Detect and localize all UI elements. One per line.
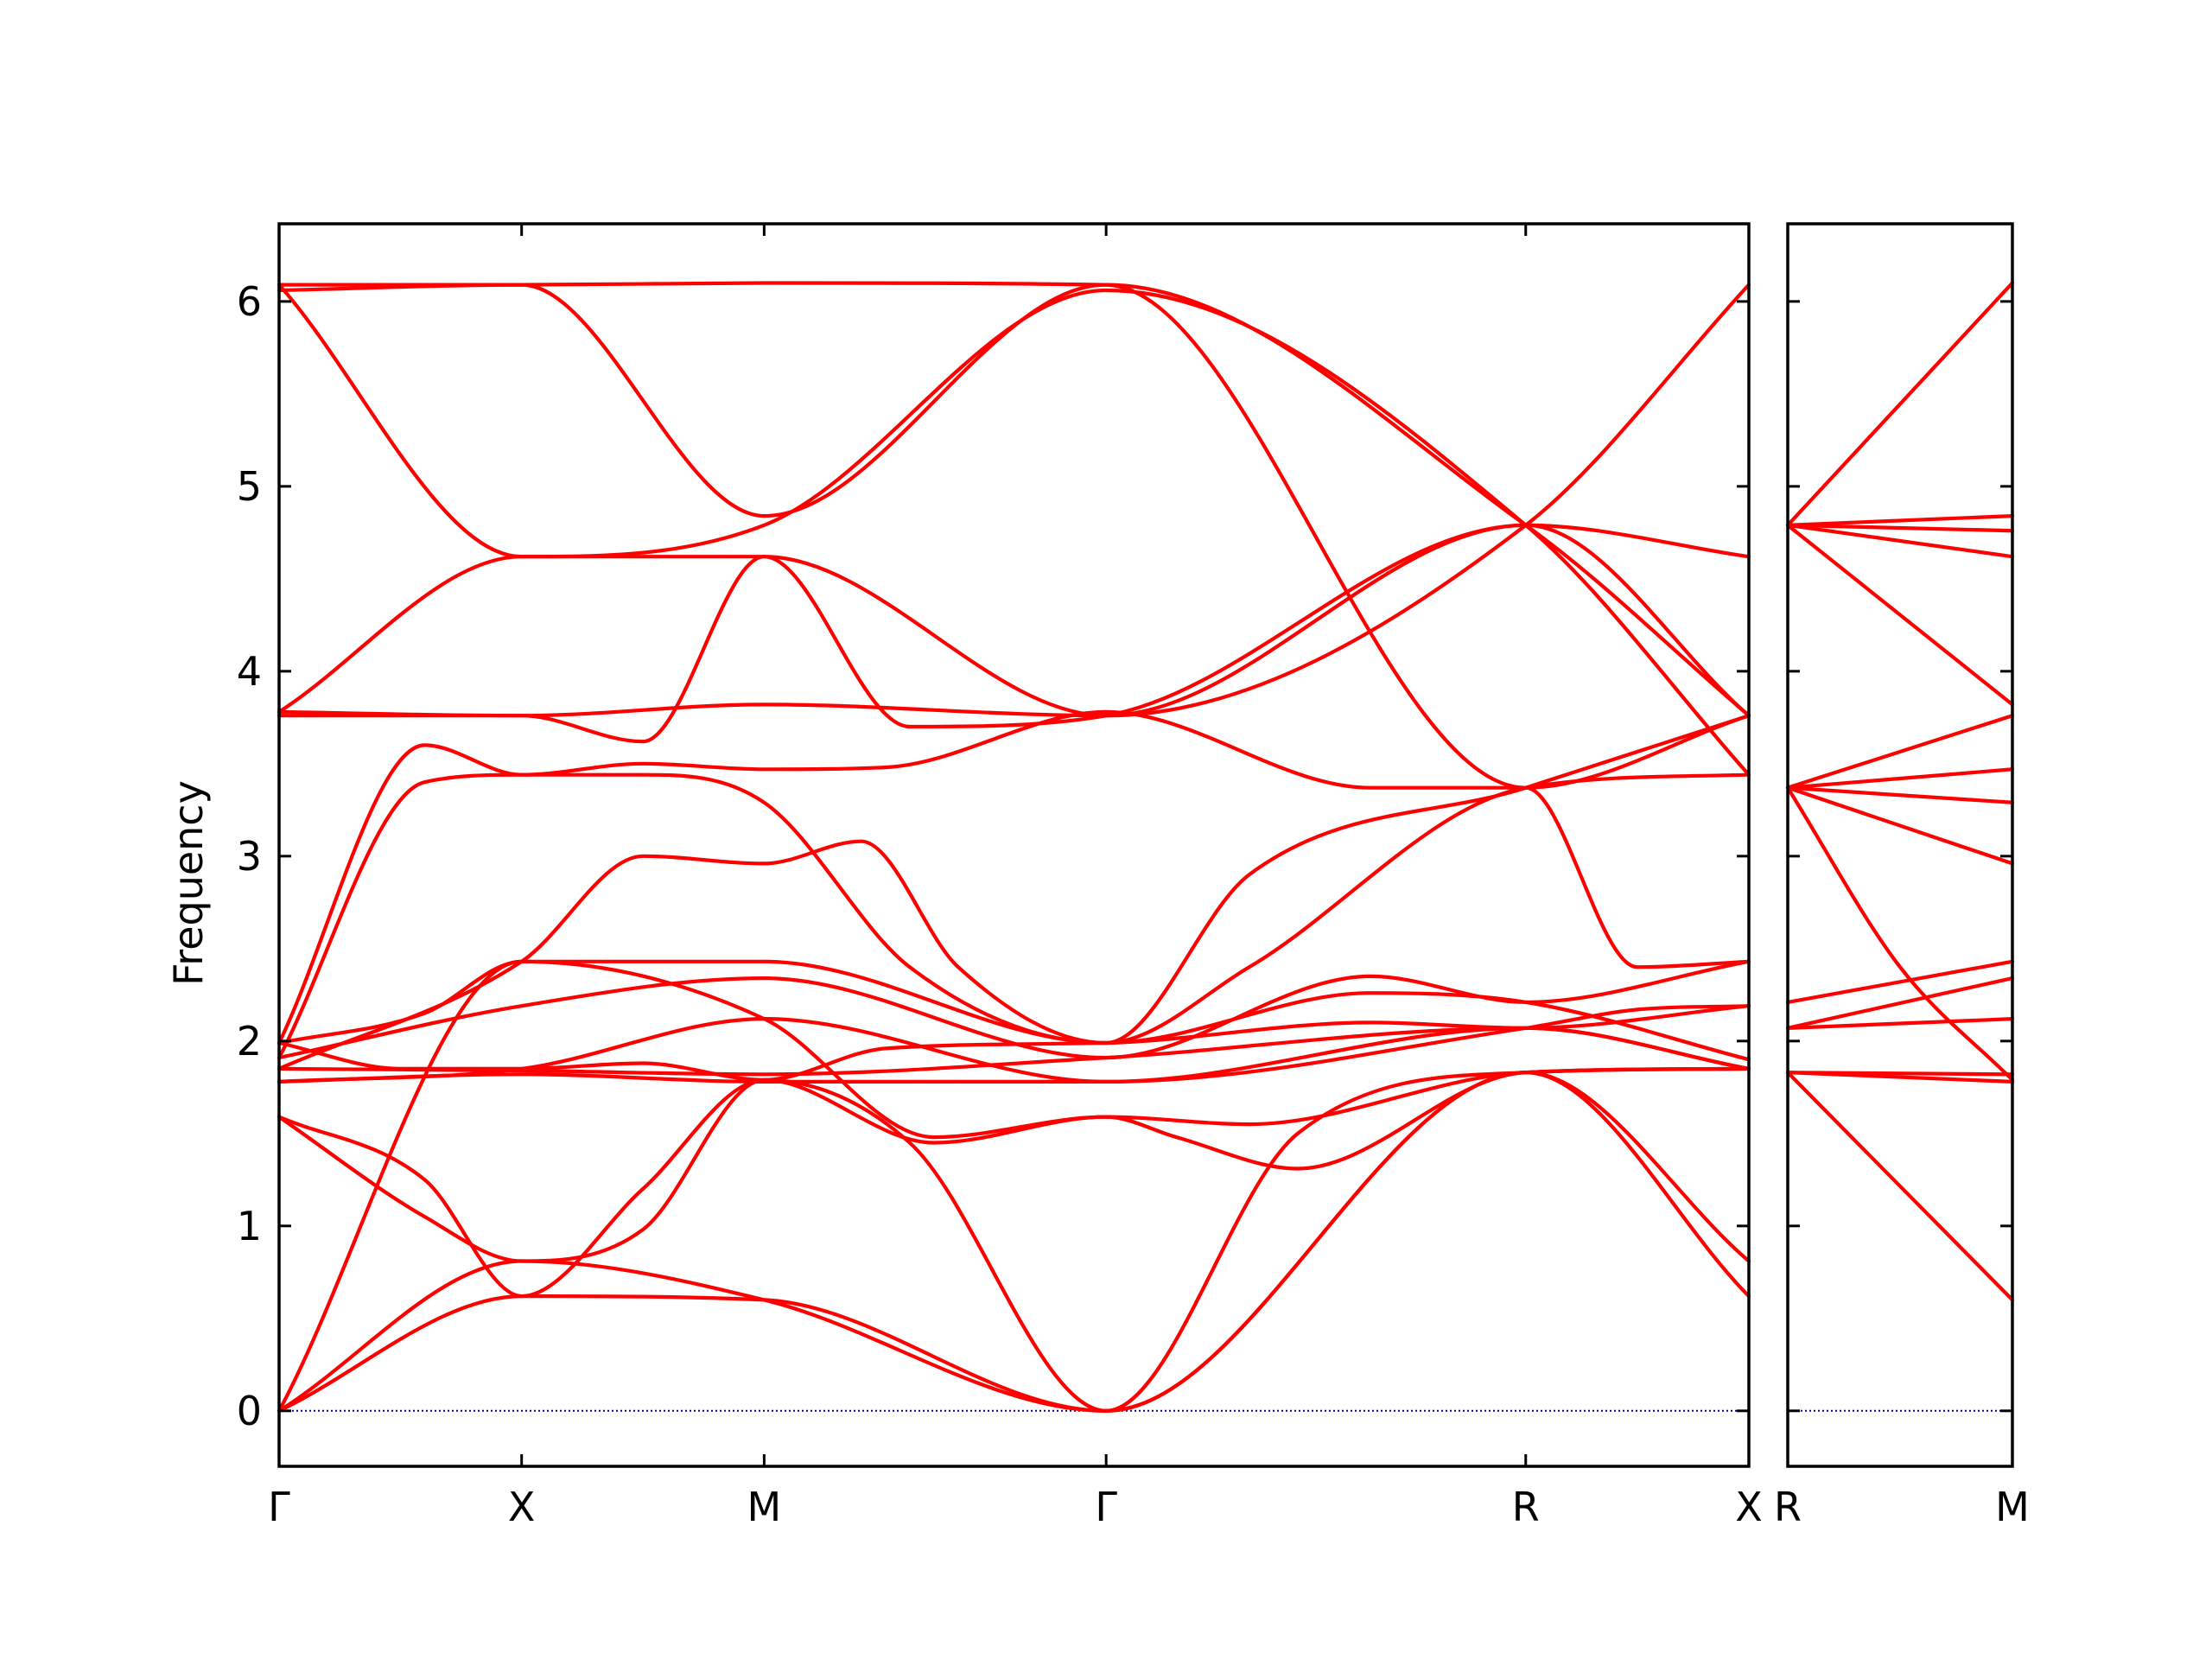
phonon-band-4 xyxy=(1785,523,2015,559)
phonon-band-5 xyxy=(1785,523,2015,707)
phonon-band-8 xyxy=(1785,785,2015,804)
y-tick-label: 0 xyxy=(237,1388,262,1434)
phonon-band-6 xyxy=(1785,714,2015,790)
plot-frame xyxy=(277,222,1751,1468)
phonon-band-15 xyxy=(276,283,1751,718)
x-tick-label: R xyxy=(1774,1484,1802,1530)
phonon-band-2 xyxy=(276,1071,1751,1413)
phonon-band-1 xyxy=(276,1071,1751,1413)
phonon-band-12 xyxy=(1785,976,2015,1030)
phonon-band-1 xyxy=(1785,281,2015,527)
phonon-band-2 xyxy=(1785,514,2015,527)
phonon-band-9 xyxy=(1785,785,2015,866)
main-path-panel: 0 1 2 3 4 5 6 Γ X M Γ R X xyxy=(237,222,1763,1530)
phonon-band-20 xyxy=(276,281,1751,790)
x-tick-label: X xyxy=(508,1484,536,1530)
y-tick-label: 2 xyxy=(237,1018,262,1065)
y-axis-label: Frequency xyxy=(165,780,212,986)
phonon-band-3 xyxy=(1785,523,2015,533)
y-tick-label: 5 xyxy=(237,463,262,510)
phonon-band-10 xyxy=(1785,785,2015,1082)
x-tick-label: X xyxy=(1735,1484,1763,1530)
phonon-band-12 xyxy=(276,772,1751,1060)
phonon-band-17 xyxy=(276,523,1751,729)
x-tick-label: Γ xyxy=(268,1484,290,1530)
phonon-band-7 xyxy=(1785,767,2015,790)
phonon-band-13 xyxy=(1785,1017,2015,1030)
y-tick-label: 3 xyxy=(237,833,262,880)
phonon-band-14 xyxy=(276,714,1751,1071)
phonon-band-19 xyxy=(276,283,1751,777)
phonon-band-5 xyxy=(276,959,1751,1413)
x-tick-label: Γ xyxy=(1095,1484,1117,1530)
x-tick-label: M xyxy=(747,1484,782,1530)
phonon-band-11 xyxy=(1785,959,2015,1004)
phonon-band-4 xyxy=(276,1066,1751,1299)
phonon-band-11 xyxy=(276,1004,1751,1082)
phonon-band-18 xyxy=(276,283,1751,718)
phonon-band-8 xyxy=(276,959,1751,1062)
phonon-band-13 xyxy=(276,709,1751,1046)
x-tick-label: M xyxy=(1995,1484,2030,1530)
phonon-band-15 xyxy=(1785,1071,2015,1084)
y-tick-label: 6 xyxy=(237,278,262,325)
x-tick-label: R xyxy=(1512,1484,1540,1530)
plot-frame xyxy=(1786,222,2014,1468)
phonon-band-16 xyxy=(1785,1071,2015,1302)
y-tick-label: 4 xyxy=(237,648,262,695)
phonon-band-3 xyxy=(276,1066,1751,1413)
y-tick-label: 1 xyxy=(237,1203,262,1249)
